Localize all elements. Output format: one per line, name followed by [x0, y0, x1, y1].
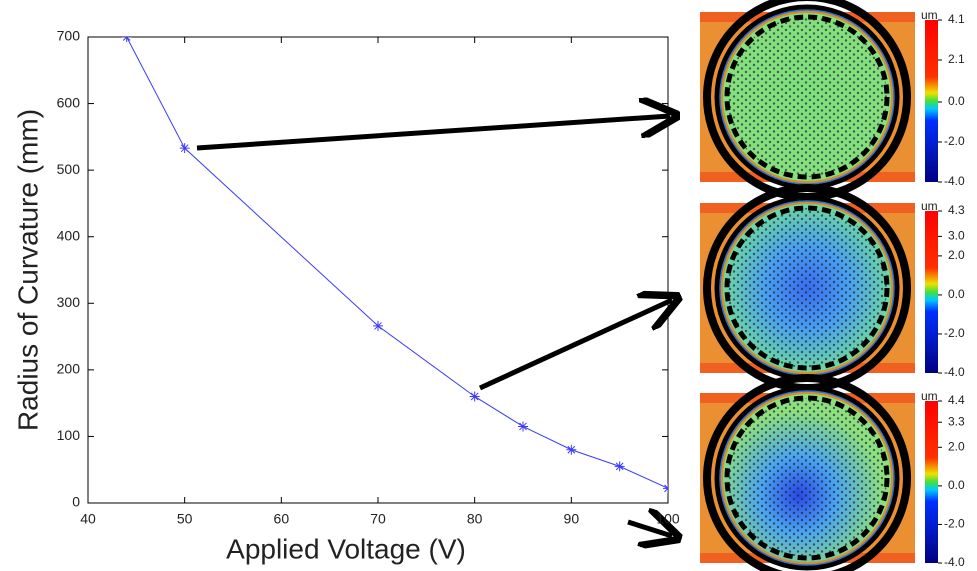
- y-axis-label: Radius of Curvature (mm): [12, 109, 43, 431]
- colorbar-tick-label: 2.0: [948, 248, 965, 262]
- line: [127, 37, 668, 488]
- x-tick-label: 90: [564, 511, 580, 527]
- colorbar-unit: um: [921, 199, 938, 213]
- surface-map: [700, 188, 915, 388]
- y-tick-label: 100: [57, 427, 81, 443]
- colorbar: [925, 20, 938, 182]
- colorbar-tick-label: -2.0: [944, 134, 965, 148]
- surface-map: [700, 378, 915, 571]
- colorbar-tick-label: -4.0: [944, 174, 965, 188]
- x-tick-label: 60: [274, 511, 290, 527]
- x-tick-label: 100: [656, 511, 680, 527]
- colorbar-tick-label: -2.0: [944, 326, 965, 340]
- x-tick-label: 70: [370, 511, 386, 527]
- y-tick-label: 500: [57, 161, 81, 177]
- y-tick-label: 600: [57, 94, 81, 110]
- colorbar-tick-label: 4.4: [948, 393, 965, 407]
- arrow: [197, 116, 670, 148]
- arrow: [480, 300, 672, 388]
- point-marker: [566, 445, 576, 455]
- chart: Applied Voltage (V) Radius of Curvature …: [0, 0, 977, 571]
- colorbar-tick-label: 3.3: [948, 414, 965, 428]
- x-tick-label: 40: [80, 511, 96, 527]
- colorbar-tick-label: 2.1: [948, 52, 965, 66]
- colorbar-tick-label: -4.0: [944, 365, 965, 379]
- y-tick-label: 700: [57, 28, 81, 44]
- colorbar-tick-label: -4.0: [944, 555, 965, 569]
- colorbar-tick-label: 3.0: [948, 229, 965, 243]
- y-tick-label: 300: [57, 294, 81, 310]
- x-tick-label: 80: [467, 511, 483, 527]
- x-tick-label: 50: [177, 511, 193, 527]
- y-tick-label: 0: [72, 494, 80, 510]
- colorbar: [925, 211, 938, 373]
- colorbar-tick-label: 2.0: [948, 439, 965, 453]
- colorbar-unit: um: [921, 389, 938, 403]
- point-marker: [122, 32, 132, 42]
- point-marker: [470, 391, 480, 401]
- point-marker: [615, 461, 625, 471]
- arrows: [197, 116, 672, 536]
- colorbar-tick-label: 0.0: [948, 478, 965, 492]
- colorbar-tick-label: 4.1: [948, 12, 965, 26]
- colorbar-tick-label: -2.0: [944, 517, 965, 531]
- surface-map: [700, 0, 915, 197]
- plot-frame: [88, 37, 668, 503]
- colorbar-tick-label: 0.0: [948, 94, 965, 108]
- y-tick-label: 200: [57, 361, 81, 377]
- colorbar: [925, 401, 938, 563]
- colorbar-tick-label: 0.0: [948, 287, 965, 301]
- panels: um 4.1 2.1 0.0 -2.0 -4.0 um 4.3 3.0 2.0 0.0 -2.0 -4.…: [700, 0, 965, 571]
- series: [122, 32, 673, 493]
- point-marker: [518, 421, 528, 431]
- colorbar-tick-label: 4.3: [948, 203, 965, 217]
- point-marker: [663, 483, 673, 493]
- point-marker: [373, 321, 383, 331]
- point-marker: [180, 143, 190, 153]
- colorbar-unit: um: [921, 8, 938, 22]
- y-tick-label: 400: [57, 227, 81, 243]
- x-axis-label: Applied Voltage (V): [226, 533, 466, 564]
